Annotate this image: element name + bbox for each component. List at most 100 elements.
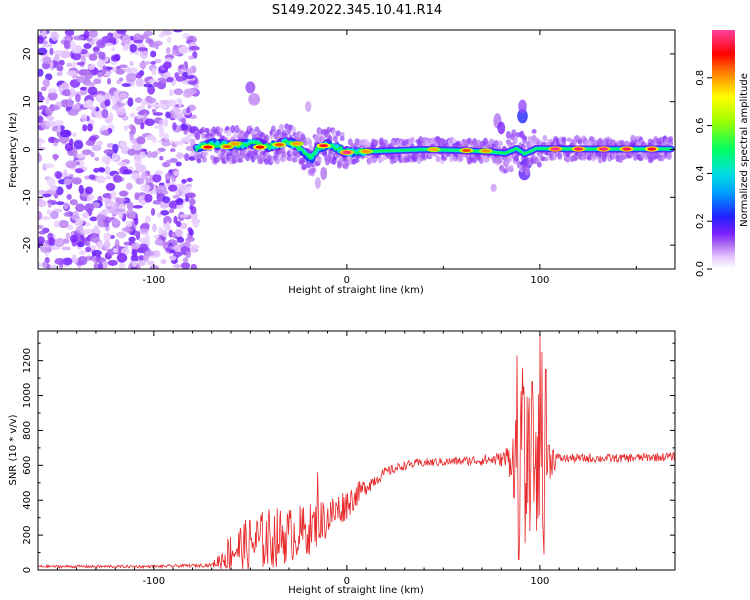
spectrum-halo (373, 139, 379, 145)
noise-cell (162, 196, 171, 204)
noise-cell (76, 75, 87, 83)
y-tick-label: 600 (22, 456, 33, 475)
noise-cell (178, 64, 185, 70)
noise-cell (139, 61, 147, 69)
spectrogram-image (38, 30, 675, 269)
noise-cell (54, 170, 63, 179)
x-tick-label: -100 (142, 275, 165, 286)
snr-background (38, 331, 675, 570)
noise-cell (45, 96, 50, 105)
noise-cell (102, 260, 108, 269)
noise-cell (38, 68, 44, 77)
noise-cell (76, 61, 85, 66)
noise-cell (136, 114, 142, 119)
spectrum-peak (599, 147, 609, 151)
noise-cell (65, 232, 71, 239)
noise-cell (158, 32, 166, 38)
spectrum-halo (337, 160, 343, 168)
noise-cell (137, 47, 148, 52)
noise-cell (142, 112, 148, 118)
noise-cell (96, 71, 104, 78)
noise-cell (40, 86, 47, 92)
noise-cell (134, 158, 142, 166)
spectrum-halo (201, 156, 207, 163)
noise-cell (101, 198, 112, 203)
spectrum-halo (508, 164, 514, 171)
noise-cell (104, 42, 114, 47)
noise-cell (184, 153, 190, 162)
noise-cell (173, 113, 183, 120)
noise-cell (130, 254, 139, 262)
snr-frame (37, 330, 676, 571)
noise-cell (64, 30, 75, 37)
noise-cell (159, 79, 169, 84)
noise-cell (103, 208, 110, 214)
noise-cell (115, 68, 125, 75)
noise-cell (181, 179, 187, 184)
noise-cell (150, 207, 156, 216)
noise-cell (38, 210, 43, 221)
noise-cell (88, 30, 99, 38)
spectrum-halo (464, 141, 470, 148)
noise-cell (123, 66, 132, 73)
spectrum-halo (203, 151, 209, 157)
noise-cell (70, 40, 76, 50)
noise-cell (121, 83, 131, 87)
x-tick-label: -100 (142, 576, 165, 587)
noise-cell (181, 118, 187, 126)
noise-cell (58, 59, 65, 66)
noise-cell (105, 175, 112, 180)
noise-cell (41, 30, 47, 38)
spectrum-peak (481, 149, 491, 153)
y-tick-label: 400 (22, 491, 33, 510)
spectrum-halo (238, 158, 244, 163)
noise-cell (87, 64, 95, 71)
noise-cell (66, 193, 72, 200)
noise-cell (129, 112, 136, 118)
spectrum-blob (314, 177, 321, 189)
noise-cell (88, 174, 96, 180)
noise-cell (63, 211, 70, 217)
spectrum-halo (542, 135, 548, 142)
noise-cell (55, 201, 65, 206)
noise-cell (163, 61, 172, 69)
noise-cell (98, 51, 104, 60)
noise-cell (166, 76, 174, 83)
spectrum-halo (196, 153, 202, 161)
noise-cell (98, 168, 106, 173)
spectrum-peak (203, 145, 213, 149)
noise-cell (38, 230, 47, 235)
noise-cell (165, 111, 171, 119)
noise-cell (141, 222, 150, 230)
noise-cell (128, 236, 136, 243)
spectrum-blob (248, 93, 261, 106)
noise-cell (111, 152, 119, 162)
noise-cell (63, 39, 71, 49)
spectrum-halo (566, 137, 572, 142)
noise-cell (159, 132, 166, 138)
noise-cell (54, 258, 65, 265)
noise-cell (153, 81, 159, 87)
noise-cell (50, 264, 58, 269)
noise-cell (42, 43, 53, 48)
noise-cell (140, 184, 151, 192)
noise-cell (64, 142, 74, 152)
noise-cell (74, 168, 84, 174)
noise-cell (53, 220, 60, 228)
spectrum-halo (216, 132, 222, 137)
noise-cell (160, 210, 170, 216)
noise-cell (74, 103, 80, 110)
spectrum-halo (630, 134, 636, 143)
noise-cell (169, 208, 175, 214)
noise-cell (186, 88, 198, 95)
noise-cell (103, 232, 111, 242)
noise-cell (89, 233, 100, 243)
noise-cell (176, 153, 187, 158)
noise-cell (151, 137, 157, 143)
spectrum-blob (517, 108, 528, 124)
noise-cell (38, 36, 44, 44)
noise-cell (80, 114, 88, 122)
noise-cell (85, 246, 92, 253)
noise-cell (75, 153, 87, 159)
